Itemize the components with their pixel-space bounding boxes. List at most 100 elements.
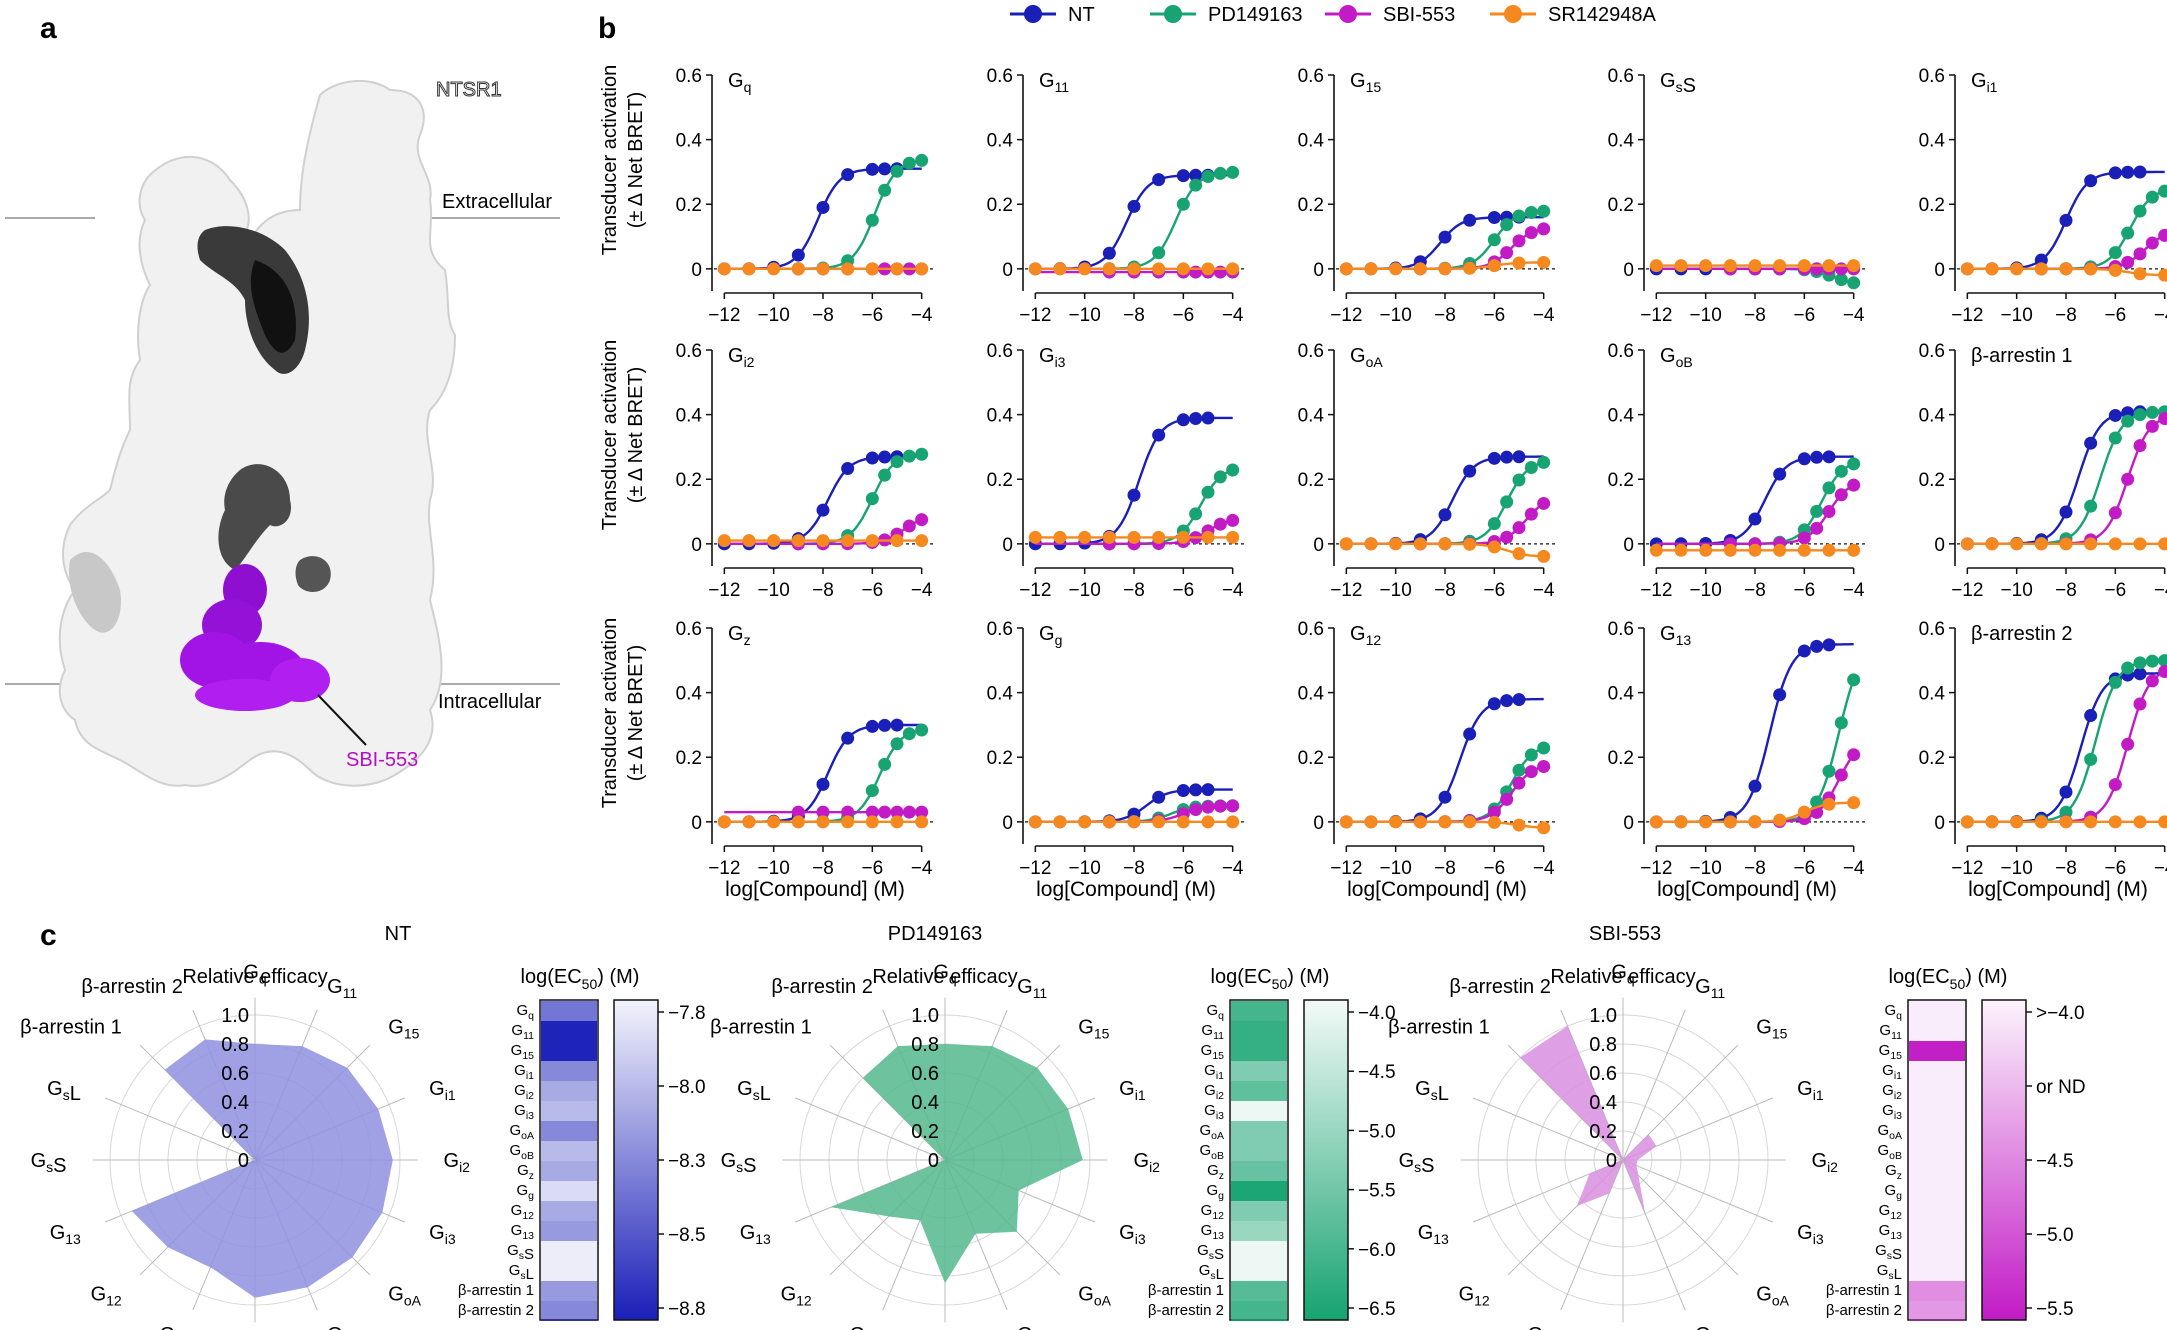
- heatmap-row-label: GoA: [1199, 1122, 1224, 1142]
- heatmap-cell: [1231, 1081, 1287, 1101]
- data-point: [1773, 543, 1787, 557]
- data-point: [1512, 763, 1526, 777]
- data-point: [1537, 455, 1551, 469]
- data-point: [1438, 790, 1452, 804]
- x-tick-label: −12: [708, 858, 740, 879]
- heatmap-cell: [541, 1261, 597, 1281]
- legend-swatch-dot: [1339, 5, 1357, 23]
- heatmap-row-label: GoB: [1199, 1142, 1224, 1162]
- data-point: [1463, 727, 1477, 741]
- data-point: [1512, 209, 1526, 223]
- intracellular-cavity: [218, 464, 291, 570]
- x-tick-label: −8: [1744, 305, 1766, 326]
- data-point: [2145, 190, 2159, 204]
- data-point: [890, 815, 904, 829]
- y-tick-label: 0.2: [1608, 470, 1634, 491]
- heatmap-cell: [1231, 1141, 1287, 1161]
- y-tick-label: 0: [1002, 535, 1013, 556]
- fit-curve: [724, 167, 922, 270]
- data-point: [2133, 697, 2147, 711]
- scale-tick-label: −5.5: [2036, 1299, 2074, 1320]
- heatmap-row-label: Gi1: [514, 1062, 534, 1082]
- x-tick-label: −4: [1843, 858, 1865, 879]
- data-point: [1339, 815, 1353, 829]
- data-point: [1127, 199, 1141, 213]
- dose-response-plot: 0 0.2 0.4 0.6 −12 −10 −8 −6 −4 Gz: [676, 619, 934, 879]
- y-tick-label: 0.6: [1919, 341, 1945, 362]
- data-point: [915, 815, 929, 829]
- data-point: [2059, 537, 2073, 551]
- y-tick-label: 0.2: [1919, 195, 1945, 216]
- data-point: [1438, 508, 1452, 522]
- data-point: [1176, 413, 1190, 427]
- data-point: [1822, 259, 1836, 273]
- data-point: [2133, 439, 2147, 453]
- y-tick-label: 0.4: [676, 684, 703, 705]
- x-tick-label: −8: [2055, 858, 2077, 879]
- data-point: [2034, 537, 2048, 551]
- heatmap-cell: [1231, 1221, 1287, 1241]
- heatmap-cell: [541, 1021, 597, 1041]
- data-point: [1773, 813, 1787, 827]
- data-point: [2133, 815, 2147, 829]
- y-tick-label: 0.4: [1608, 684, 1635, 705]
- y-tick-label: 0.6: [676, 619, 702, 640]
- heatmap-cell: [541, 1181, 597, 1201]
- heatmap-row-label: Gq: [1884, 1002, 1902, 1022]
- scale-tick-label: −8.0: [668, 1077, 706, 1098]
- x-tick-label: −6: [2104, 580, 2126, 601]
- series-pd149163: [1967, 184, 2167, 276]
- fit-curve: [1656, 455, 1854, 545]
- data-point: [2158, 268, 2167, 282]
- sbi-553-ligand: [180, 564, 330, 711]
- data-point: [2158, 654, 2167, 668]
- radial-tick-label: 1.0: [1589, 1005, 1617, 1027]
- y-tick-label: 0.2: [1608, 748, 1634, 769]
- heatmap-cell: [1909, 1021, 1965, 1041]
- data-point: [1699, 543, 1713, 557]
- x-tick-label: −12: [1951, 858, 1983, 879]
- data-point: [2010, 262, 2024, 276]
- data-point: [841, 168, 855, 182]
- radial-tick-label: 0.8: [911, 1034, 939, 1056]
- y-tick-label: 0.2: [1919, 748, 1945, 769]
- y-tick-label: 0.4: [1919, 131, 1946, 152]
- data-point: [2010, 537, 2024, 551]
- data-point: [1078, 530, 1092, 544]
- data-point: [1463, 213, 1477, 227]
- group-title: SBI-553: [1589, 923, 1661, 945]
- x-tick-label: −10: [1380, 305, 1412, 326]
- heatmap-row-label: Gg: [1206, 1182, 1224, 1202]
- data-point: [2121, 165, 2135, 179]
- data-point: [1176, 784, 1190, 798]
- y-tick-label: 0.4: [1919, 684, 1946, 705]
- series-sr142948a: [717, 534, 929, 548]
- spoke-label: G15: [388, 1017, 419, 1042]
- data-point: [1834, 273, 1848, 287]
- data-point: [902, 805, 916, 819]
- fit-curve: [1967, 417, 2166, 545]
- y-tick-label: 0: [691, 813, 702, 834]
- data-point: [1213, 166, 1227, 180]
- heatmap-cell: [541, 1301, 597, 1321]
- data-point: [2121, 661, 2135, 675]
- data-point: [1512, 234, 1526, 248]
- series-sr142948a: [1339, 815, 1551, 835]
- data-point: [1834, 464, 1848, 478]
- x-tick-label: −10: [1069, 580, 1101, 601]
- y-tick-label: 0.2: [676, 748, 702, 769]
- heatmap-cell: [541, 1221, 597, 1241]
- x-tick-label: −10: [1380, 580, 1412, 601]
- data-point: [1748, 512, 1762, 526]
- x-tick-label: −4: [1843, 305, 1865, 326]
- x-tick-label: −12: [1330, 305, 1362, 326]
- radial-tick-label: 0.2: [1589, 1121, 1617, 1143]
- data-point: [2108, 408, 2122, 422]
- ec50-title: log(EC50) (M): [521, 966, 640, 992]
- fit-curve: [1035, 171, 1233, 270]
- data-point: [1985, 815, 1999, 829]
- data-point: [791, 815, 805, 829]
- data-point: [1500, 246, 1514, 260]
- y-tick-label: 0.6: [676, 66, 702, 87]
- heatmap-cell: [1231, 1021, 1287, 1041]
